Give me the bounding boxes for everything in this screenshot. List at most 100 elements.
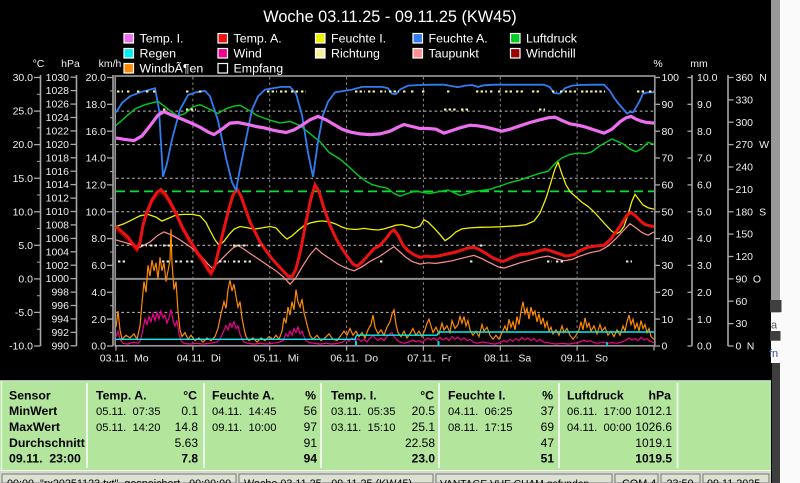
svg-text:Sensor: Sensor	[9, 389, 51, 403]
svg-text:94: 94	[304, 452, 318, 466]
svg-text:180: 180	[736, 206, 754, 218]
svg-text:03.11. Mo: 03.11. Mo	[100, 353, 149, 365]
svg-text:990: 990	[51, 340, 69, 352]
svg-text:240: 240	[736, 162, 754, 174]
svg-text:1010: 1010	[46, 206, 70, 218]
svg-text:08.11. Sa: 08.11. Sa	[484, 353, 531, 365]
svg-text:5.0: 5.0	[18, 240, 33, 252]
svg-text:69: 69	[541, 420, 555, 434]
svg-text:998: 998	[51, 287, 69, 299]
svg-text:hPa: hPa	[61, 58, 80, 70]
svg-text:37: 37	[541, 404, 555, 418]
svg-text:Temp. I.: Temp. I.	[331, 389, 377, 403]
svg-text:04.11. 00:00: 04.11. 00:00	[567, 422, 632, 434]
svg-text:Woche 03.11.25 - 09.11.25 (KW4: Woche 03.11.25 - 09.11.25 (KW45)	[244, 478, 412, 483]
svg-text:30.0: 30.0	[13, 72, 34, 84]
svg-text:fn: fn	[769, 348, 778, 360]
svg-text:12.0: 12.0	[86, 180, 107, 192]
svg-text:04.11. 14:45: 04.11. 14:45	[212, 406, 277, 418]
svg-text:20.0: 20.0	[13, 139, 34, 151]
svg-text:Feuchte I.: Feuchte I.	[331, 31, 386, 45]
svg-text:Luftdruck: Luftdruck	[567, 389, 624, 403]
svg-text:04.11. Di: 04.11. Di	[177, 353, 221, 365]
svg-text:1026: 1026	[46, 99, 70, 111]
svg-text:Woche 03.11.25 - 09.11.25 (KW4: Woche 03.11.25 - 09.11.25 (KW45)	[263, 8, 516, 26]
svg-text:Richtung: Richtung	[331, 46, 380, 60]
svg-text:%: %	[653, 58, 662, 70]
svg-text:04.11. 06:25: 04.11. 06:25	[448, 406, 513, 418]
svg-text:COM 4: COM 4	[622, 478, 656, 483]
svg-text:S: S	[759, 206, 766, 218]
svg-text:25.1: 25.1	[412, 420, 436, 434]
svg-text:8.0: 8.0	[697, 126, 712, 138]
svg-text:40: 40	[662, 233, 674, 245]
svg-text:60: 60	[736, 296, 748, 308]
svg-text:1.0: 1.0	[697, 314, 712, 326]
svg-text:3.0: 3.0	[697, 260, 712, 272]
svg-text:15.0: 15.0	[13, 173, 34, 185]
svg-text:8.0: 8.0	[91, 233, 106, 245]
svg-text:10.0: 10.0	[13, 206, 34, 218]
svg-text:03.11. 05:35: 03.11. 05:35	[331, 406, 396, 418]
svg-text:Taupunkt: Taupunkt	[429, 46, 480, 60]
svg-text:1022: 1022	[46, 126, 70, 138]
svg-text:10.0: 10.0	[86, 206, 107, 218]
svg-text:1020: 1020	[46, 139, 70, 151]
svg-text:09.11. 23:00: 09.11. 23:00	[9, 452, 81, 466]
svg-text:°C: °C	[183, 389, 197, 403]
svg-text:Feuchte A.: Feuchte A.	[429, 31, 488, 45]
svg-text:03.11. 15:10: 03.11. 15:10	[331, 422, 396, 434]
svg-text:Temp. A.: Temp. A.	[96, 389, 147, 403]
svg-text:30: 30	[662, 260, 674, 272]
svg-text:Feuchte A.: Feuchte A.	[212, 389, 274, 403]
svg-text:06.11. Do: 06.11. Do	[330, 353, 378, 365]
svg-text:05.11. Mi: 05.11. Mi	[254, 353, 299, 365]
svg-text:4.0: 4.0	[697, 233, 712, 245]
svg-text:O: O	[753, 274, 761, 286]
svg-text:Temp. A.: Temp. A.	[234, 31, 282, 45]
svg-text:20: 20	[662, 287, 674, 299]
svg-text:1019.5: 1019.5	[635, 452, 672, 466]
svg-text:120: 120	[736, 251, 754, 263]
svg-text:270: 270	[736, 139, 754, 151]
svg-text:80: 80	[662, 126, 674, 138]
svg-text:992: 992	[51, 327, 69, 339]
svg-text:16.0: 16.0	[86, 126, 107, 138]
svg-text:mm: mm	[690, 58, 708, 70]
svg-text:Wind: Wind	[234, 46, 262, 60]
svg-text:996: 996	[51, 300, 69, 312]
svg-text:%: %	[542, 389, 553, 403]
svg-text:7.0: 7.0	[697, 153, 712, 165]
svg-text:%: %	[305, 389, 316, 403]
svg-text:°C: °C	[33, 58, 45, 70]
svg-text:4.0: 4.0	[91, 287, 106, 299]
svg-text:1028: 1028	[46, 85, 70, 97]
svg-text:70: 70	[662, 153, 674, 165]
svg-text:150: 150	[736, 229, 754, 241]
svg-text:1008: 1008	[46, 220, 70, 232]
svg-text:20.5: 20.5	[412, 404, 436, 418]
svg-text:Durchschnitt: Durchschnitt	[9, 436, 85, 450]
svg-text:0: 0	[662, 341, 668, 353]
svg-text:-5.0: -5.0	[15, 307, 33, 319]
svg-text:10.0: 10.0	[697, 72, 718, 84]
svg-text:50: 50	[662, 206, 674, 218]
svg-text:06.11. 17:00: 06.11. 17:00	[567, 406, 632, 418]
svg-text:100: 100	[662, 72, 680, 84]
svg-text:6.0: 6.0	[91, 260, 106, 272]
svg-text:360: 360	[736, 72, 754, 84]
svg-text:1012.1: 1012.1	[635, 404, 672, 418]
svg-text:9.0: 9.0	[697, 99, 712, 111]
svg-text:6.0: 6.0	[697, 180, 712, 192]
svg-text:1030: 1030	[46, 72, 70, 84]
svg-text:56: 56	[304, 404, 318, 418]
svg-text:09.11. So: 09.11. So	[561, 353, 608, 365]
svg-text:Empfang: Empfang	[234, 61, 284, 75]
svg-text:05.11. 07:35: 05.11. 07:35	[96, 406, 161, 418]
svg-text:Feuchte I.: Feuchte I.	[448, 389, 505, 403]
svg-text:1000: 1000	[46, 273, 70, 285]
svg-text:km/h: km/h	[99, 58, 122, 70]
svg-text:1004: 1004	[46, 246, 70, 258]
svg-text:23.0: 23.0	[412, 452, 436, 466]
svg-text:25.0: 25.0	[13, 106, 34, 118]
